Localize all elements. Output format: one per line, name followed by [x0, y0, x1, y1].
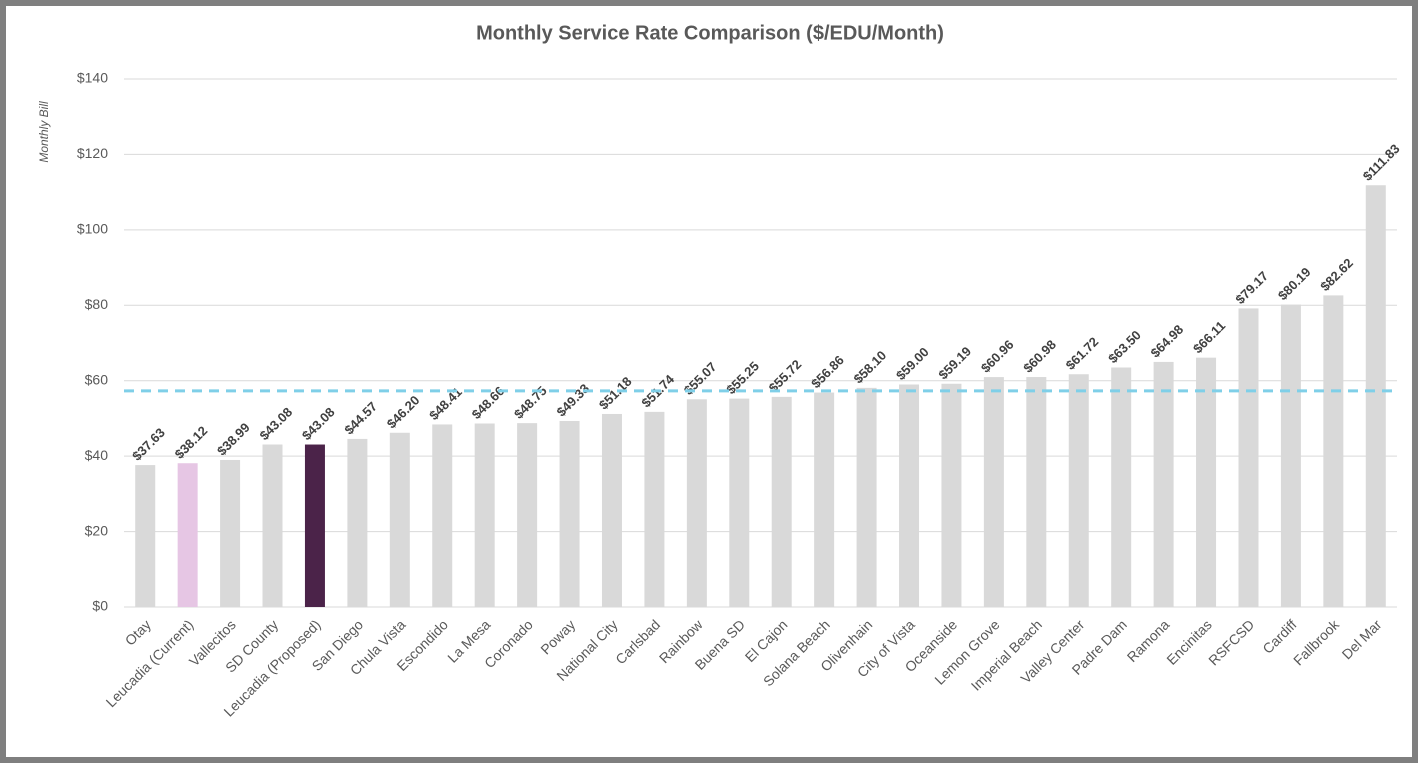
bar — [814, 392, 835, 607]
y-tick-label: $20 — [85, 522, 109, 538]
y-tick-label: $120 — [77, 145, 108, 161]
bar — [220, 459, 241, 607]
bar — [983, 377, 1004, 607]
y-tick-label: $140 — [77, 70, 108, 86]
y-tick-label: $40 — [85, 447, 109, 463]
bar — [1196, 357, 1217, 607]
bar — [1238, 308, 1259, 607]
y-tick-label: $80 — [85, 296, 109, 312]
bar — [601, 413, 622, 607]
y-tick-label: $60 — [85, 371, 109, 387]
bar — [262, 444, 283, 607]
y-axis-title: Monthly Bill — [37, 101, 51, 163]
bar — [1026, 377, 1047, 607]
bar — [432, 424, 453, 607]
bar — [1153, 361, 1174, 607]
bar — [559, 420, 580, 607]
bar — [304, 444, 325, 607]
bar — [856, 387, 877, 607]
chart-title: Monthly Service Rate Comparison ($/EDU/M… — [476, 22, 944, 44]
bar — [1068, 374, 1089, 607]
y-tick-label: $100 — [77, 221, 108, 237]
bar — [729, 398, 750, 607]
bar — [644, 411, 665, 607]
bar — [517, 423, 538, 607]
bar — [899, 384, 920, 607]
bar — [177, 463, 198, 607]
bar — [474, 423, 495, 607]
bar — [135, 465, 156, 607]
bar — [686, 399, 707, 607]
y-tick-label: $0 — [92, 598, 108, 614]
bar — [1111, 367, 1132, 607]
bar — [1280, 304, 1301, 607]
bar — [771, 396, 792, 607]
bar — [941, 383, 962, 607]
bar — [1323, 295, 1344, 607]
bar — [389, 432, 410, 607]
bar — [1365, 185, 1386, 607]
bar — [347, 438, 368, 607]
